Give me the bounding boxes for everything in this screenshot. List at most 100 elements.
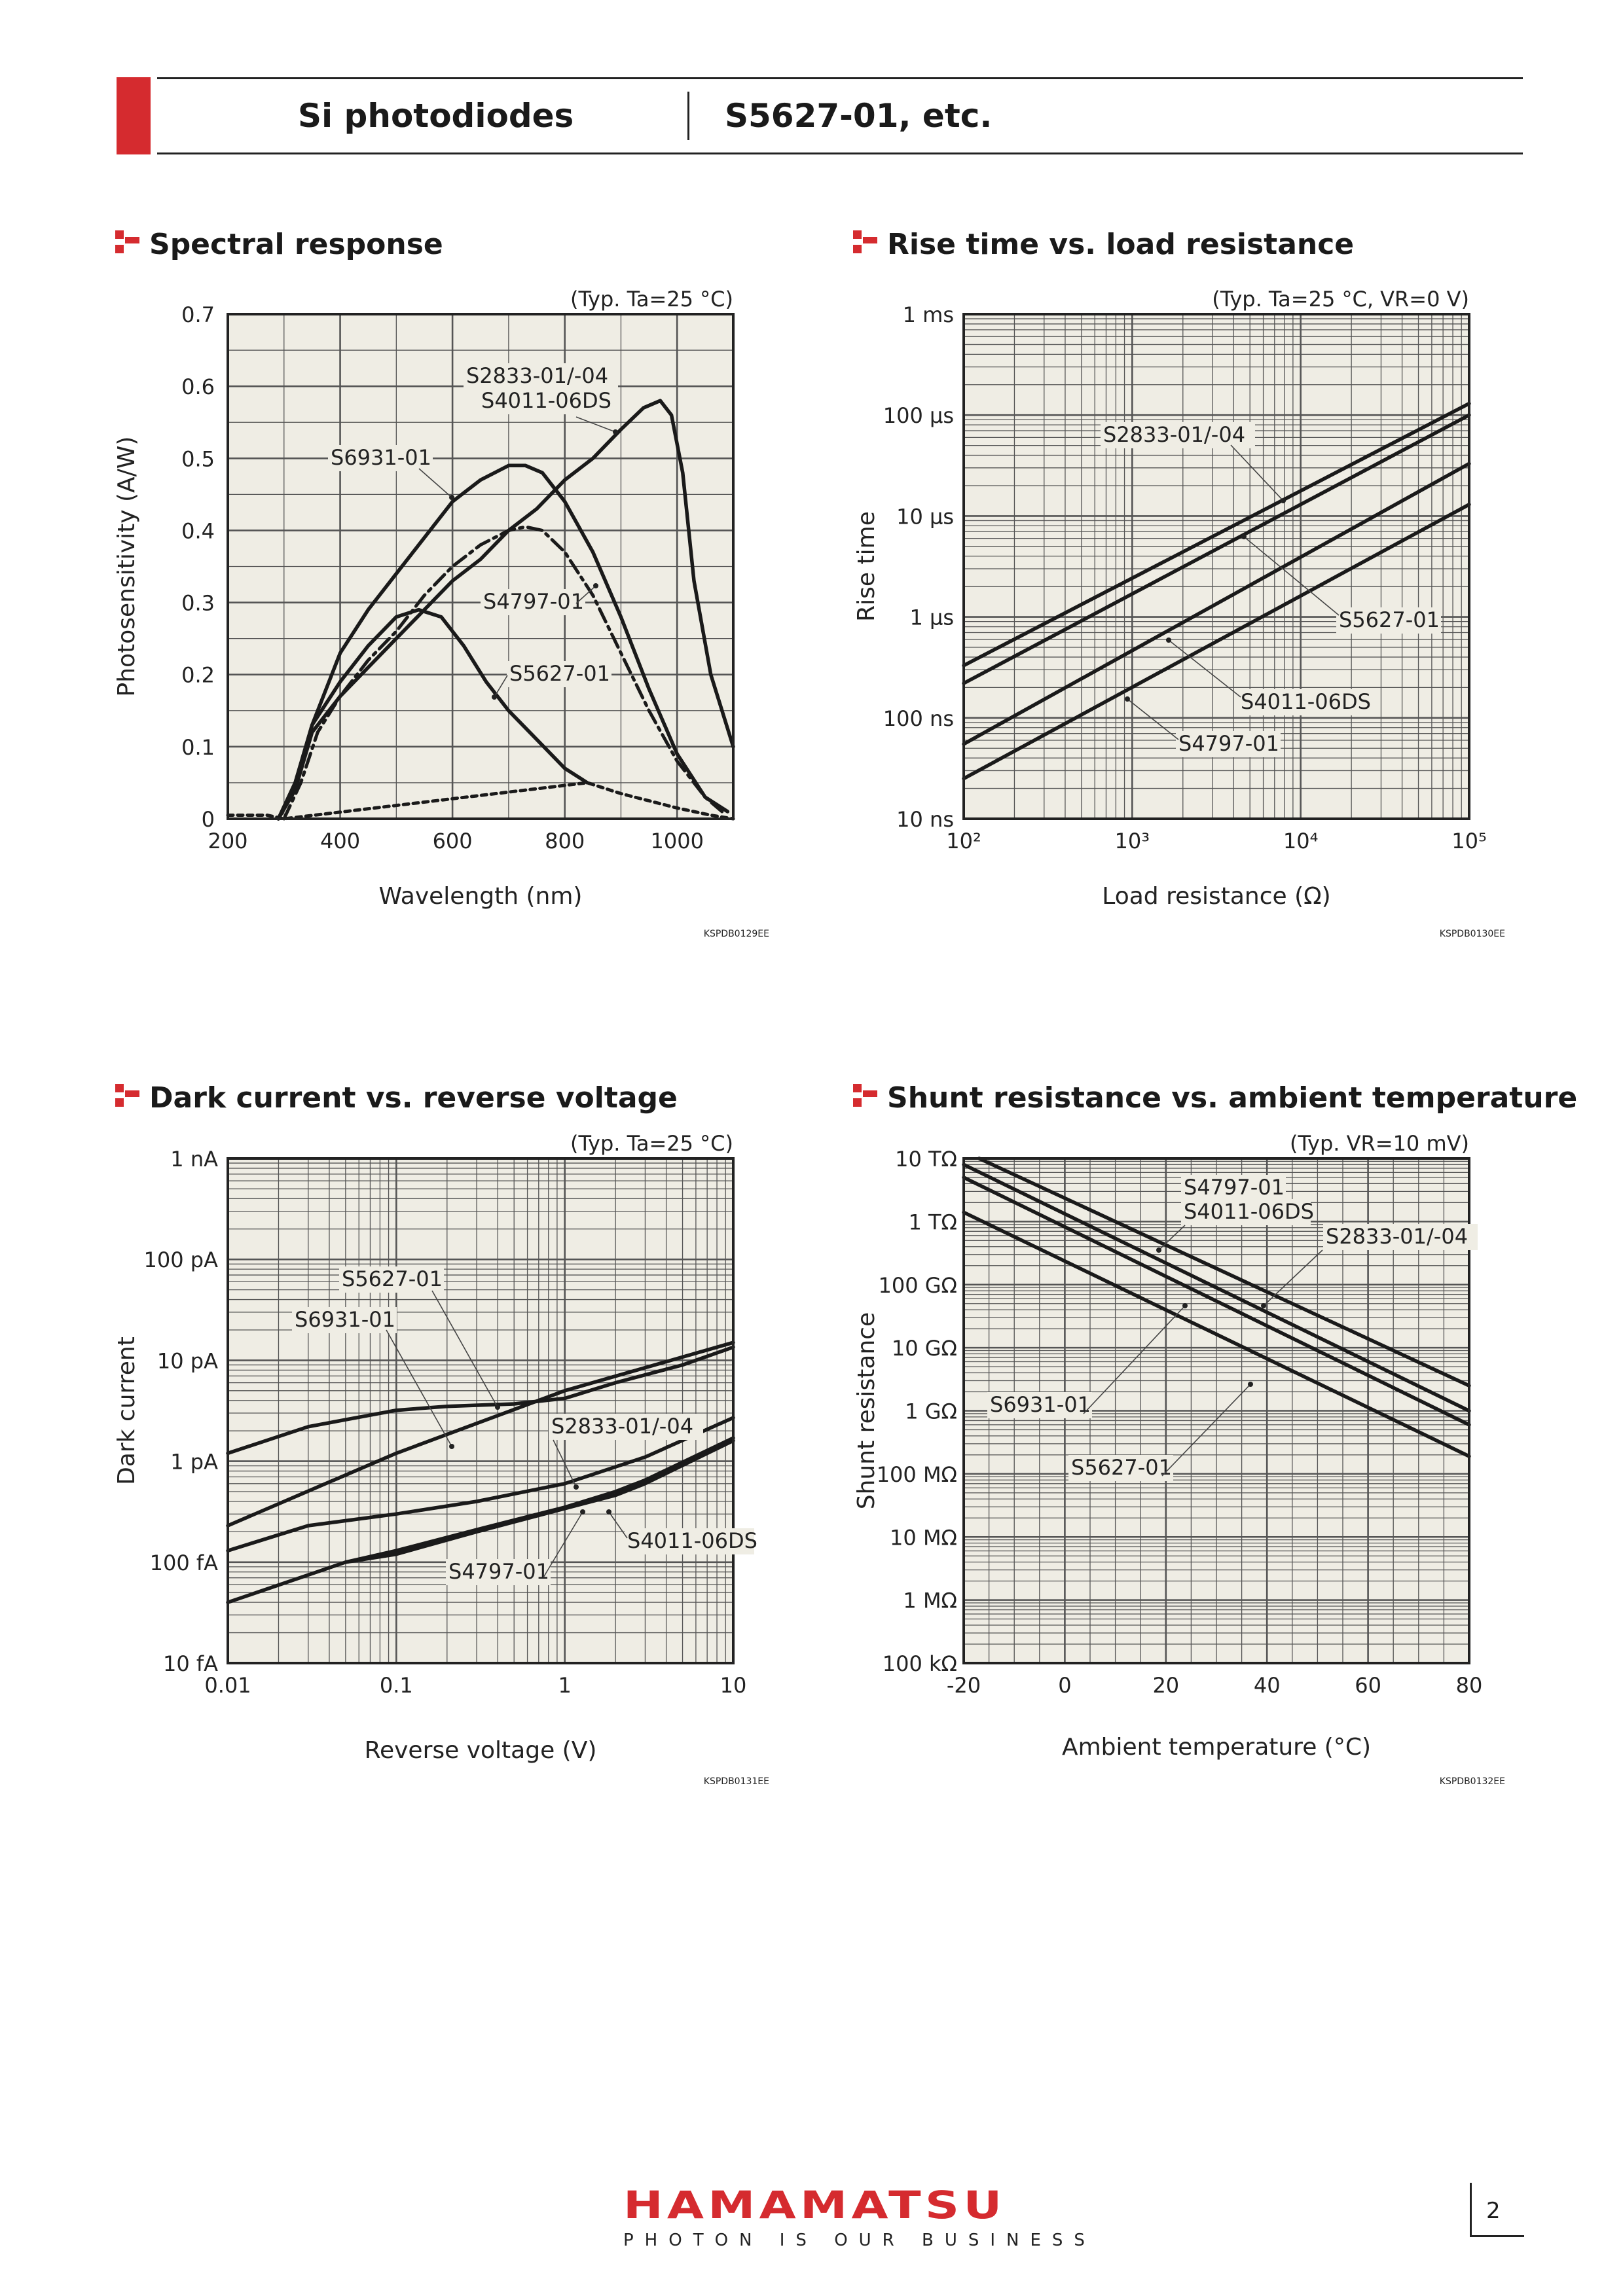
series-line [226, 1345, 735, 1456]
series-label: S2833-01/-04 [551, 1414, 693, 1439]
y-tick-label: 100 fA [150, 1551, 219, 1575]
brand-color-bar [117, 77, 151, 154]
series-label: S4011-06DS [627, 1528, 757, 1553]
y-tick-label: 100 kΩ [883, 1651, 957, 1676]
series-label: S2833-01/-04 [466, 363, 608, 388]
leader-line [1263, 1249, 1323, 1306]
leader-arrow-tip [1281, 498, 1286, 503]
y-axis-label: Photosensitivity (A/W) [113, 437, 140, 697]
series-label: S5627-01 [342, 1266, 443, 1291]
x-axis-label: Ambient temperature (°C) [1062, 1734, 1371, 1761]
chart-condition: (Typ. Ta=25 °C) [570, 287, 733, 312]
label-background [1181, 1199, 1311, 1225]
x-tick-label: 10 [720, 1673, 747, 1698]
x-tick-label: 200 [208, 829, 247, 853]
x-tick-label: 0.1 [380, 1673, 413, 1698]
series-line [962, 413, 1471, 685]
chart-condition: (Typ. Ta=25 °C, VR=0 V) [1212, 287, 1469, 312]
leader-arrow-tip [1166, 637, 1171, 643]
x-tick-label: -20 [947, 1673, 981, 1698]
y-tick-label: 1 ms [903, 302, 954, 327]
x-tick-label: 0 [1058, 1673, 1071, 1698]
series-label: S4011-06DS [481, 388, 611, 413]
x-tick-label: 80 [1456, 1673, 1483, 1698]
y-tick-label: 1 nA [170, 1147, 218, 1172]
x-tick-label: 10³ [1115, 829, 1150, 853]
y-tick-label: 0.7 [181, 302, 215, 327]
series-label: S6931-01 [295, 1307, 395, 1332]
figure-code: KSPDB0132EE [1440, 1776, 1505, 1787]
series-label: S4797-01 [1184, 1175, 1285, 1200]
y-tick-label: 100 pA [144, 1247, 219, 1272]
header-bottom-rule [157, 152, 1523, 154]
leader-line [431, 1290, 498, 1408]
y-tick-label: 0.3 [181, 591, 215, 616]
leader-arrow-tip [1156, 1247, 1161, 1253]
leader-line [1168, 639, 1241, 698]
y-tick-label: 10 pA [157, 1348, 218, 1373]
series-label: S2833-01/-04 [1103, 422, 1245, 447]
section-bullet-icon [115, 230, 139, 253]
y-tick-label: 1 μs [909, 605, 954, 630]
label-background [1101, 422, 1255, 448]
series-label: S5627-01 [1339, 607, 1440, 632]
leader-arrow-tip [574, 1484, 579, 1490]
header-divider [687, 92, 689, 140]
x-tick-label: 800 [545, 829, 585, 853]
leader-line [543, 1511, 583, 1578]
x-tick-label: 1 [558, 1673, 571, 1698]
x-tick-label: 10⁵ [1451, 829, 1487, 853]
x-tick-label: 10⁴ [1283, 829, 1319, 853]
section-bullet-icon [853, 230, 877, 253]
leader-arrow-tip [593, 583, 598, 588]
leader-arrow-tip [1125, 696, 1130, 702]
section-bullet-icon [853, 1084, 877, 1107]
series-label: S4797-01 [448, 1559, 549, 1584]
y-tick-label: 0.1 [181, 735, 215, 760]
y-tick-label: 1 MΩ [903, 1588, 957, 1613]
y-tick-label: 0.6 [181, 374, 215, 399]
brand-tagline: PHOTON IS OUR BUSINESS [623, 2231, 1096, 2250]
label-background [292, 1307, 397, 1333]
label-background [339, 1266, 444, 1293]
leader-arrow-tip [1261, 1303, 1266, 1308]
leader-line [1230, 444, 1284, 501]
leader-line [575, 585, 596, 604]
label-background [987, 1392, 1092, 1418]
y-tick-label: 0 [202, 807, 215, 832]
leader-arrow-tip [449, 1444, 454, 1449]
model-list-title: S5627-01, etc. [725, 97, 993, 135]
y-tick-label: 10 TΩ [895, 1147, 957, 1172]
series-label: S5627-01 [1071, 1455, 1172, 1480]
figure-code: KSPDB0131EE [704, 1776, 769, 1787]
series-line [962, 461, 1471, 746]
x-tick-label: 20 [1152, 1673, 1179, 1698]
chart-title-shunt-resistance: Shunt resistance vs. ambient temperature [887, 1081, 1578, 1115]
chart-condition: (Typ. Ta=25 °C) [570, 1131, 733, 1156]
plot-border [227, 1157, 735, 1664]
label-background [479, 388, 608, 414]
page-number-frame [1470, 2183, 1524, 2237]
series-line [344, 1439, 735, 1564]
series-label: S5627-01 [509, 661, 610, 686]
leader-arrow-tip [580, 1509, 585, 1515]
figure-code: KSPDB0130EE [1440, 929, 1505, 939]
y-tick-label: 100 GΩ [879, 1273, 958, 1298]
plot-border [962, 1157, 1470, 1664]
hamamatsu-logo: HAMAMATSU [623, 2183, 1006, 2227]
label-background [1238, 689, 1368, 715]
chart-title-spectral-response: Spectral response [149, 228, 443, 261]
plot-border [227, 313, 735, 820]
x-tick-label: 1000 [651, 829, 704, 853]
y-tick-label: 0.2 [181, 663, 215, 688]
series-line [276, 463, 730, 821]
leader-line [1243, 536, 1340, 616]
label-background [446, 1559, 551, 1585]
series-label: S2833-01/-04 [1326, 1224, 1468, 1249]
y-axis-label: Dark current [113, 1336, 140, 1485]
y-tick-label: 100 MΩ [877, 1462, 957, 1487]
x-tick-label: 10² [946, 829, 981, 853]
plot-border [962, 313, 1470, 820]
series-line [282, 525, 724, 821]
label-background [464, 363, 618, 389]
